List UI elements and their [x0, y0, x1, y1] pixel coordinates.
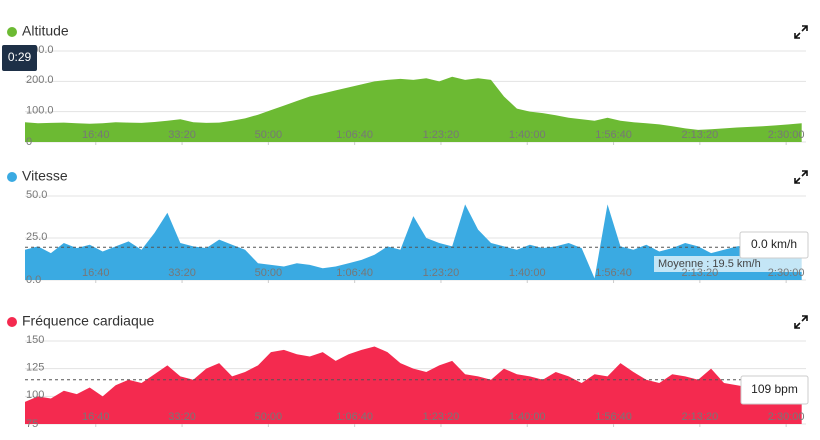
- x-tick-label: 50:00: [255, 129, 283, 141]
- y-tick-label: 125: [26, 362, 44, 374]
- area: [25, 346, 802, 424]
- x-tick-label: 1:06:40: [336, 411, 373, 423]
- x-tick-label: 2:30:00: [768, 267, 805, 279]
- y-tick-label: 0: [26, 136, 32, 148]
- x-tick-label: 1:56:40: [595, 267, 632, 279]
- y-tick-label: 150: [26, 334, 44, 346]
- x-tick-label: 33:20: [168, 411, 196, 423]
- legend-dot: [7, 172, 17, 182]
- x-tick-label: 2:13:20: [682, 411, 719, 423]
- tooltip-text: 0:29: [8, 50, 32, 64]
- tooltip-box: [740, 375, 809, 405]
- mean-label-bg: [654, 256, 804, 272]
- x-tick-label: 33:20: [168, 267, 196, 279]
- legend-dot: [7, 27, 17, 37]
- x-tick-label: 1:56:40: [595, 129, 632, 141]
- chart-title: Altitude: [22, 23, 69, 39]
- y-tick-label: 0.0: [26, 274, 41, 286]
- x-tick-label: 1:23:20: [423, 129, 460, 141]
- mean-label: Moyenne : 19.5 km/h: [658, 258, 761, 270]
- legend-dot: [7, 317, 17, 327]
- x-tick-label: 1:23:20: [423, 267, 460, 279]
- x-tick-label: 33:20: [168, 129, 196, 141]
- y-tick-label: 100: [26, 389, 44, 401]
- x-tick-label: 1:56:40: [595, 411, 632, 423]
- x-tick-label: 16:40: [82, 129, 110, 141]
- y-tick-label: 75: [26, 418, 38, 430]
- tooltip-box: [2, 45, 37, 71]
- expand-arrow: [794, 315, 808, 329]
- tooltip-text: 0.0 km/h: [751, 237, 797, 251]
- y-tick-label: 200.0: [26, 74, 54, 86]
- area: [25, 76, 802, 142]
- expand-icon[interactable]: [794, 315, 808, 329]
- chart-title: Vitesse: [22, 168, 68, 184]
- tooltip-text: 109 bpm: [751, 382, 798, 396]
- x-tick-label: 2:13:20: [682, 129, 719, 141]
- x-tick-label: 1:40:00: [509, 267, 546, 279]
- expand-arrow: [794, 25, 808, 39]
- x-tick-label: 1:06:40: [336, 267, 373, 279]
- x-tick-label: 1:23:20: [423, 411, 460, 423]
- y-tick-label: 25.0: [26, 231, 47, 243]
- x-tick-label: 50:00: [255, 411, 283, 423]
- chart-title: Fréquence cardiaque: [22, 313, 155, 329]
- x-tick-label: 2:30:00: [768, 411, 805, 423]
- y-tick-label: 50.0: [26, 189, 47, 201]
- expand-icon[interactable]: [794, 25, 808, 39]
- x-tick-label: 50:00: [255, 267, 283, 279]
- x-tick-label: 1:40:00: [509, 129, 546, 141]
- x-tick-label: 2:13:20: [682, 267, 719, 279]
- expand-icon[interactable]: [794, 170, 808, 184]
- area: [25, 204, 802, 280]
- expand-arrow: [794, 170, 808, 184]
- y-tick-label: 100.0: [26, 105, 54, 117]
- x-tick-label: 1:40:00: [509, 411, 546, 423]
- x-tick-label: 2:30:00: [768, 129, 805, 141]
- tooltip-box: [739, 231, 809, 259]
- x-tick-label: 16:40: [82, 267, 110, 279]
- x-tick-label: 1:06:40: [336, 129, 373, 141]
- x-tick-label: 16:40: [82, 411, 110, 423]
